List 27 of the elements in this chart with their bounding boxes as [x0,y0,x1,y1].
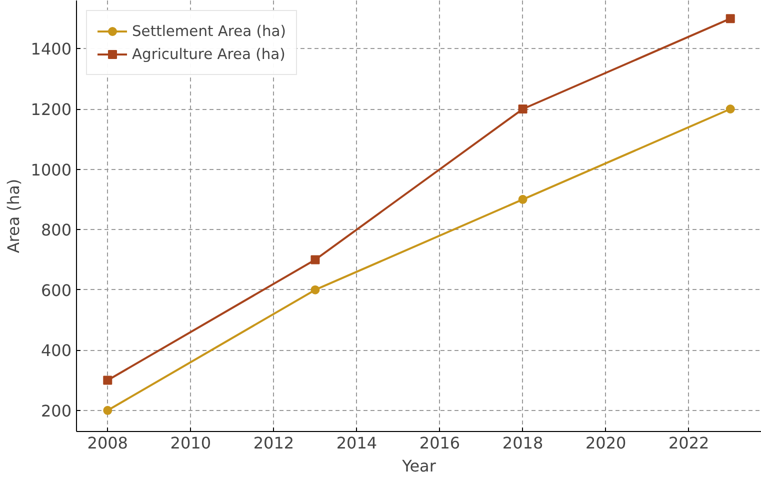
y-tick-label: 200 [40,401,72,420]
y-tick-label: 400 [40,341,72,360]
x-axis-title: Year [401,456,436,476]
x-tick-label: 2014 [336,434,378,452]
point [103,376,112,385]
legend-label: Settlement Area (ha) [132,22,286,40]
point [518,104,528,114]
point [310,285,320,294]
x-tick-label: 2020 [585,434,626,452]
point [518,194,528,204]
y-tick-label: 800 [40,220,72,240]
point [103,406,112,415]
x-tick-label: 2018 [502,434,544,452]
point [726,14,735,24]
x-tick-label: 2008 [87,434,128,452]
y-tick-label: 1400 [30,40,72,59]
x-tick-label: 2016 [419,434,460,452]
x-tick-label: 2022 [668,434,710,452]
y-tick-label: 1000 [30,160,72,180]
x-tick-label: 2012 [253,434,294,452]
y-axis-title: Area (ha) [4,178,23,254]
y-tick-label: 600 [40,280,72,300]
legend-label: Agriculture Area (ha) [132,46,286,62]
y-tick-label: 1200 [30,100,72,120]
point [726,104,735,114]
x-tick-label: 2010 [170,434,212,452]
point [310,255,320,264]
